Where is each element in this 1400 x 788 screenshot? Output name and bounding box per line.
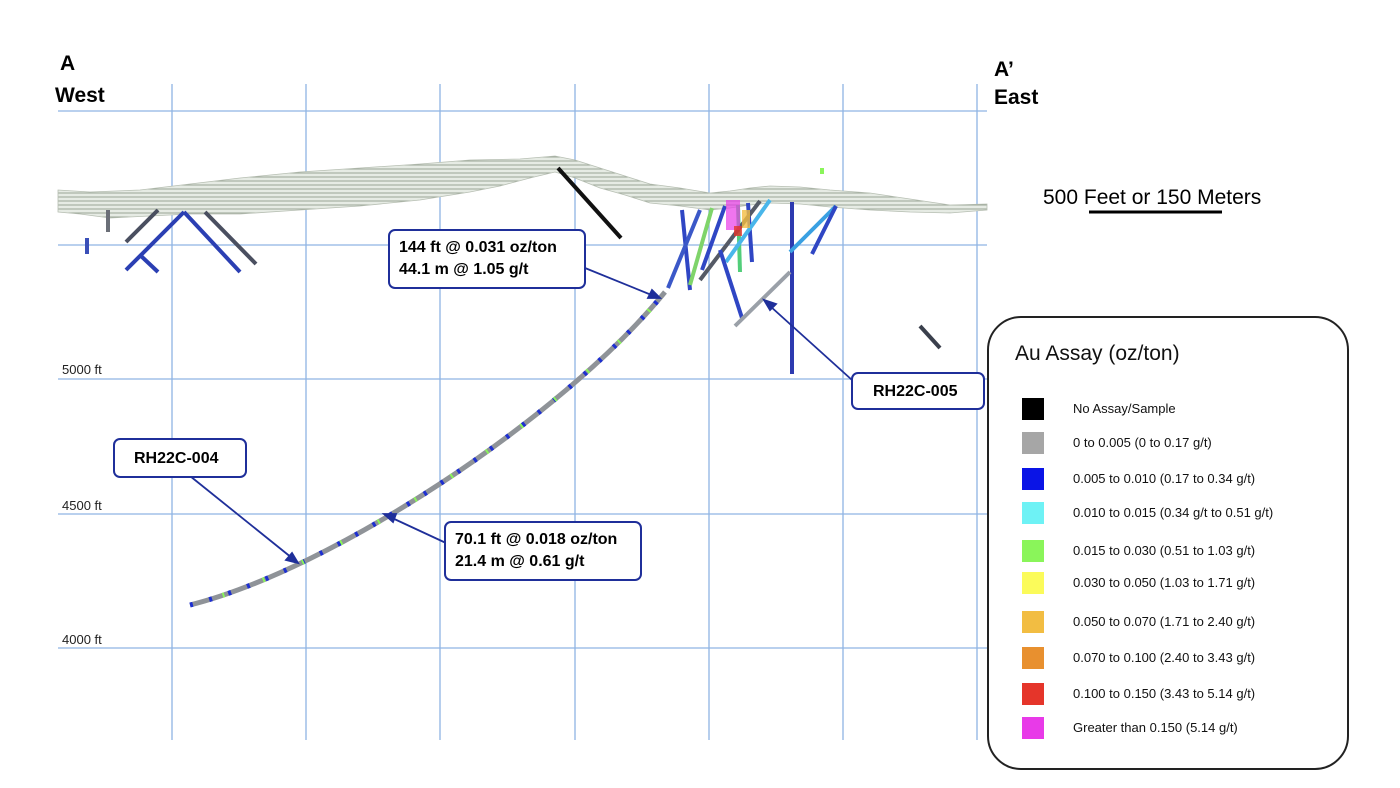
assay-cluster — [734, 226, 742, 236]
assay-speck — [820, 168, 824, 174]
elevation-label-4000: 4000 ft — [62, 632, 102, 647]
drill-trace-central — [556, 166, 623, 240]
elevation-label-4500: 4500 ft — [62, 498, 102, 513]
legend-swatch — [1022, 540, 1044, 562]
assay-legend: Au Assay (oz/ton) No Assay/Sample 0 to 0… — [987, 316, 1349, 770]
legend-label: 0.015 to 0.030 (0.51 to 1.03 g/t) — [1073, 543, 1256, 558]
drill-trace — [724, 198, 772, 264]
scale-bar-label: 500 Feet or 150 Meters — [1043, 186, 1261, 210]
arrowhead — [284, 551, 300, 565]
drill-trace — [810, 205, 838, 255]
legend-label: 0.050 to 0.070 (1.71 to 2.40 g/t) — [1073, 614, 1256, 629]
callout-upper-line1: 144 ft @ 0.031 oz/ton — [399, 239, 557, 256]
drill-holes-east — [666, 168, 942, 374]
legend-swatch — [1022, 432, 1044, 454]
assay-cluster — [726, 200, 740, 230]
callout-hole-rh22c-004: RH22C-004 — [113, 438, 247, 478]
drill-trace — [203, 210, 258, 266]
legend-swatch — [1022, 611, 1044, 633]
section-letter-left: A — [60, 52, 76, 75]
arrowhead — [761, 298, 778, 312]
legend-label: No Assay/Sample — [1073, 401, 1176, 416]
legend-label: Greater than 0.150 (5.14 g/t) — [1073, 720, 1238, 735]
legend-label: 0.005 to 0.010 (0.17 to 0.34 g/t) — [1073, 471, 1256, 486]
legend-swatch — [1022, 468, 1044, 490]
arrow-upper — [584, 267, 655, 297]
drill-trace — [680, 209, 692, 291]
drill-trace — [918, 324, 942, 350]
callout-arrows — [189, 267, 853, 565]
direction-east: East — [994, 86, 1039, 109]
callout-hole-rh22c-005: RH22C-005 — [851, 372, 985, 410]
callout-upper-line2: 44.1 m @ 1.05 g/t — [399, 261, 529, 278]
hole-label-004: RH22C-004 — [134, 450, 219, 467]
arrow-lower — [389, 516, 447, 544]
arrowhead — [646, 288, 663, 299]
legend-title: Au Assay (oz/ton) — [1015, 342, 1180, 365]
legend-label: 0.030 to 0.050 (1.03 to 1.71 g/t) — [1073, 575, 1256, 590]
drill-hole-rh22c-004-assays — [189, 290, 667, 608]
callout-lower-line1: 70.1 ft @ 0.018 oz/ton — [455, 531, 618, 548]
scale-bar-label-units: Feet or 150 Meters — [1083, 186, 1262, 209]
legend-label: 0.010 to 0.015 (0.34 g/t to 0.51 g/t) — [1073, 505, 1274, 520]
arrow-004 — [189, 475, 293, 559]
callout-intercept-lower: 70.1 ft @ 0.018 oz/ton 21.4 m @ 0.61 g/t — [444, 521, 642, 581]
assay-cluster — [742, 210, 750, 228]
elevation-label-5000: 5000 ft — [62, 362, 102, 377]
legend-swatch — [1022, 647, 1044, 669]
legend-label: 0 to 0.005 (0 to 0.17 g/t) — [1073, 435, 1212, 450]
section-letter-right: A’ — [994, 58, 1014, 81]
grid-lines — [58, 84, 987, 740]
drill-trace — [124, 208, 160, 244]
callout-lower-line2: 21.4 m @ 0.61 g/t — [455, 553, 585, 570]
drill-trace — [124, 210, 186, 272]
arrowhead — [381, 513, 398, 524]
drill-holes-west — [85, 208, 258, 274]
legend-label: 0.070 to 0.100 (2.40 to 3.43 g/t) — [1073, 650, 1256, 665]
legend-swatch — [1022, 572, 1044, 594]
legend-label: 0.100 to 0.150 (3.43 to 5.14 g/t) — [1073, 686, 1256, 701]
legend-swatch — [1022, 502, 1044, 524]
legend-swatch — [1022, 717, 1044, 739]
hole-label-005: RH22C-005 — [873, 383, 958, 400]
arrow-005 — [769, 305, 853, 381]
drill-trace — [788, 204, 838, 254]
drill-trace — [688, 207, 714, 286]
callout-intercept-upper: 144 ft @ 0.031 oz/ton 44.1 m @ 1.05 g/t — [388, 229, 586, 289]
topography-band — [57, 155, 988, 219]
scale-bar-label-pre: 500 — [1043, 186, 1084, 209]
drill-trace — [138, 253, 160, 274]
drill-trace — [666, 209, 702, 289]
drill-trace — [182, 210, 242, 274]
drill-trace — [718, 249, 744, 319]
drill-trace — [700, 205, 727, 271]
direction-west: West — [55, 84, 105, 107]
legend-swatch — [1022, 683, 1044, 705]
legend-swatch — [1022, 398, 1044, 420]
